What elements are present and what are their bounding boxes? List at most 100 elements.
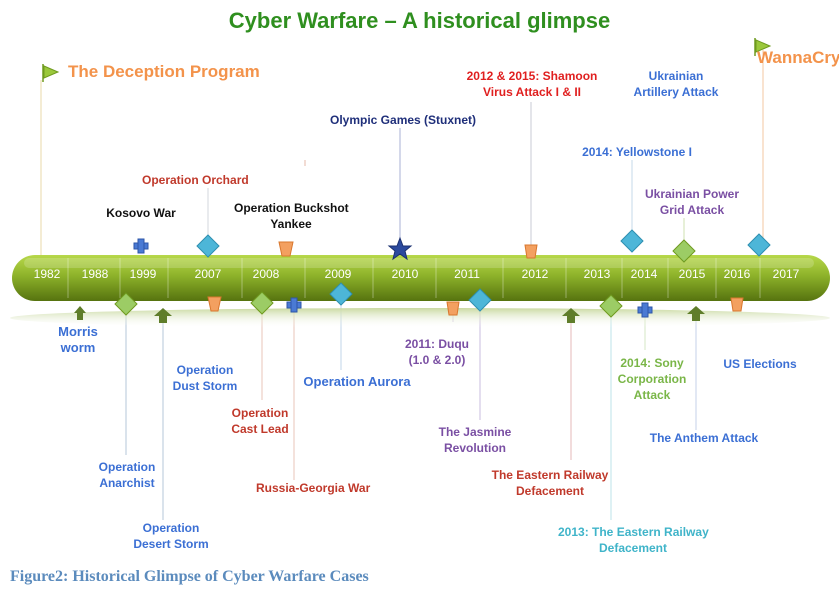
arrow-icon-morris <box>74 306 86 320</box>
label-shamoon-line2: Virus Attack I & II <box>482 85 582 99</box>
label-morris: Morris worm <box>56 324 100 356</box>
label-olympic: Olympic Games (Stuxnet) <box>330 113 477 127</box>
label-ukr-artillery: Ukrainian Artillery Attack <box>626 68 726 100</box>
label-duqu: 2011: Duqu (1.0 & 2.0) <box>402 336 472 368</box>
figure-caption: Figure2: Historical Glimpse of Cyber War… <box>10 568 369 585</box>
trapezoid-icon-uselections <box>730 297 744 312</box>
label-sony: 2014: Sony Corporation Attack <box>612 355 692 403</box>
year-label: 2009 <box>324 267 352 281</box>
label-sony-line2: Corporation <box>617 372 687 386</box>
label-jasmine-line2: Revolution <box>444 441 506 455</box>
label-ukr-artillery-line1: Ukrainian <box>648 69 704 83</box>
label-duststorm: Operation Dust Storm <box>172 362 238 394</box>
label-desertstorm: Operation Desert Storm <box>132 520 210 552</box>
year-separators <box>67 258 761 298</box>
diamond-icon-castlead <box>250 291 274 315</box>
cross-icon-kosovo <box>133 238 149 254</box>
label-railway: The Eastern Railway Defacement <box>488 467 612 499</box>
label-yellowstone: 2014: Yellowstone I <box>582 145 692 159</box>
diamond-icon-yellowstone <box>620 229 644 253</box>
label-ukr-power-line1: Ukrainian Power <box>644 187 740 201</box>
diamond-icon-ukr-power <box>672 239 696 263</box>
label-railway2013-line1: 2013: The Eastern Railway <box>558 525 709 539</box>
arrow-icon-anthem <box>687 306 705 321</box>
label-aurora: Operation Aurora <box>303 374 411 389</box>
year-label: 2010 <box>391 267 419 281</box>
label-orchard: Operation Orchard <box>142 173 249 187</box>
year-label: 2011 <box>454 267 480 281</box>
label-castlead: Operation Cast Lead <box>228 405 292 437</box>
label-ukr-power-line2: Grid Attack <box>659 203 725 217</box>
markers-above <box>133 229 771 263</box>
markers-below <box>74 282 744 323</box>
trapezoid-icon-shamoon <box>524 244 538 259</box>
label-desertstorm-line1: Operation <box>142 521 200 535</box>
label-jasmine-line1: The Jasmine <box>438 425 512 439</box>
label-uselections: US Elections <box>723 357 797 371</box>
diamond-icon-anarchist <box>114 292 138 316</box>
year-label: 2017 <box>772 267 800 281</box>
label-anarchist: Operation Anarchist <box>97 459 157 491</box>
label-railway-line1: The Eastern Railway <box>491 468 609 482</box>
label-desertstorm-line2: Desert Storm <box>133 537 209 551</box>
cross-icon-sony <box>637 302 653 318</box>
label-russia-georgia: Russia-Georgia War <box>256 481 371 495</box>
label-ukr-artillery-line2: Artillery Attack <box>633 85 719 99</box>
label-jasmine: The Jasmine Revolution <box>437 424 513 456</box>
star-icon-olympic <box>387 236 413 261</box>
diamond-icon-orchard <box>196 234 220 258</box>
arrow-icon-desertstorm <box>154 308 172 323</box>
label-railway-line2: Defacement <box>515 484 585 498</box>
label-sony-line1: 2014: Sony <box>620 356 684 370</box>
label-morris-line1: Morris <box>58 324 98 339</box>
year-label: 1999 <box>129 267 157 281</box>
year-label: 2007 <box>194 267 222 281</box>
label-duqu-line1: 2011: Duqu <box>404 337 470 351</box>
trapezoid-icon-buckshot <box>278 241 294 257</box>
year-label: 2012 <box>521 267 549 281</box>
timeline-highlight <box>24 258 814 268</box>
label-duqu-line2: (1.0 & 2.0) <box>408 353 466 367</box>
arrow-icon-railway <box>562 308 580 323</box>
diamond-icon-jasmine <box>468 288 492 312</box>
diamond-icon-railway2013 <box>599 294 623 318</box>
label-castlead-line2: Cast Lead <box>231 422 289 436</box>
cross-icon-russia-georgia <box>286 297 302 313</box>
trapezoid-icon-duststorm <box>207 296 222 312</box>
diamond-icon-wannacry <box>747 233 771 257</box>
diagram-title: Cyber Warfare – A historical glimpse <box>228 8 611 33</box>
timeline-shadow <box>10 308 830 328</box>
label-sony-line3: Attack <box>633 388 671 402</box>
label-anthem: The Anthem Attack <box>649 431 759 445</box>
label-castlead-line1: Operation <box>231 406 289 420</box>
year-label: 2008 <box>252 267 280 281</box>
label-buckshot: Operation Buckshot Yankee <box>234 200 349 232</box>
label-shamoon-line1: 2012 & 2015: Shamoon <box>466 69 598 83</box>
year-label: 2016 <box>723 267 751 281</box>
label-buckshot-line2: Yankee <box>270 217 312 231</box>
label-railway2013: 2013: The Eastern Railway Defacement <box>558 524 709 556</box>
label-ukr-power: Ukrainian Power Grid Attack <box>640 186 744 218</box>
year-label: 1988 <box>81 267 109 281</box>
label-kosovo: Kosovo War <box>106 206 176 220</box>
label-shamoon: 2012 & 2015: Shamoon Virus Attack I & II <box>462 68 602 100</box>
label-anarchist-line1: Operation <box>98 460 156 474</box>
year-label: 2015 <box>678 267 706 281</box>
label-buckshot-line1: Operation Buckshot <box>234 201 349 215</box>
label-anarchist-line2: Anarchist <box>99 476 155 490</box>
year-label: 2014 <box>630 267 658 281</box>
label-wannacry: WannaCry <box>757 48 839 67</box>
flag-icon-wannacry <box>755 39 772 53</box>
label-morris-line2: worm <box>60 340 96 355</box>
label-duststorm-line1: Operation <box>176 363 234 377</box>
label-duststorm-line2: Dust Storm <box>172 379 238 393</box>
year-label: 1982 <box>33 267 61 281</box>
flag-icon-deception <box>43 65 60 79</box>
label-railway2013-line2: Defacement <box>598 541 668 555</box>
diamond-icon-aurora <box>329 282 353 306</box>
trapezoid-icon-duqu <box>446 301 460 316</box>
year-label: 2013 <box>583 267 611 281</box>
label-deception: The Deception Program <box>68 62 260 81</box>
timeline-bar <box>12 255 830 301</box>
